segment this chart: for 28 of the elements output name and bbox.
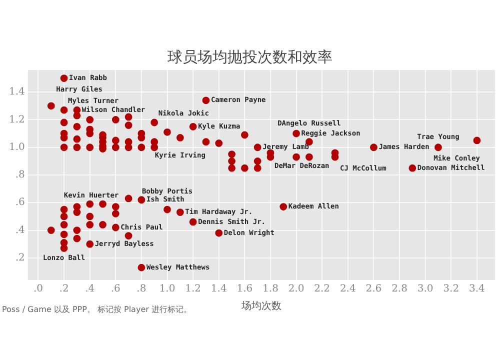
x-tick-label: .2 — [59, 284, 69, 295]
x-tick-label: .0 — [33, 284, 43, 295]
y-tick-label: .2 — [15, 252, 25, 264]
y-tick-label: .6 — [15, 197, 25, 208]
x-tick-label: 2.8 — [392, 284, 408, 295]
y-tick-label: 1.4 — [8, 86, 25, 98]
y-tick-label: 1.2 — [8, 114, 25, 126]
x-tick-label: 2.4 — [340, 284, 356, 295]
x-tick-label: 1.8 — [262, 284, 278, 295]
x-axis-title: 场均次数 — [240, 300, 282, 312]
x-tick-label: .8 — [136, 284, 146, 295]
x-tick-label: 1.2 — [185, 284, 202, 295]
x-tick-label: .6 — [110, 284, 120, 295]
y-tick-label: 1.0 — [8, 142, 25, 153]
x-tick-label: 1.4 — [210, 284, 227, 295]
x-tick-label: 3.0 — [417, 284, 434, 295]
x-tick-label: 2.6 — [366, 284, 382, 295]
x-tick-label: 2.0 — [288, 284, 304, 295]
x-tick-label: 1.6 — [236, 284, 253, 295]
x-tick-label: 2.2 — [314, 284, 330, 295]
y-tick-label: .4 — [15, 224, 25, 236]
x-tick-label: .4 — [85, 284, 95, 295]
chart-title: 球员场均抛投次数和效率 — [166, 48, 334, 67]
y-tick-label: .8 — [15, 170, 25, 181]
x-tick-label: 3.2 — [443, 284, 460, 295]
x-tick-label: 1.0 — [159, 284, 176, 295]
x-tick-label: 3.4 — [468, 284, 485, 295]
text: Poss / Game 以及 PPP。 标记按 Player 进行标记。 — [2, 304, 192, 315]
